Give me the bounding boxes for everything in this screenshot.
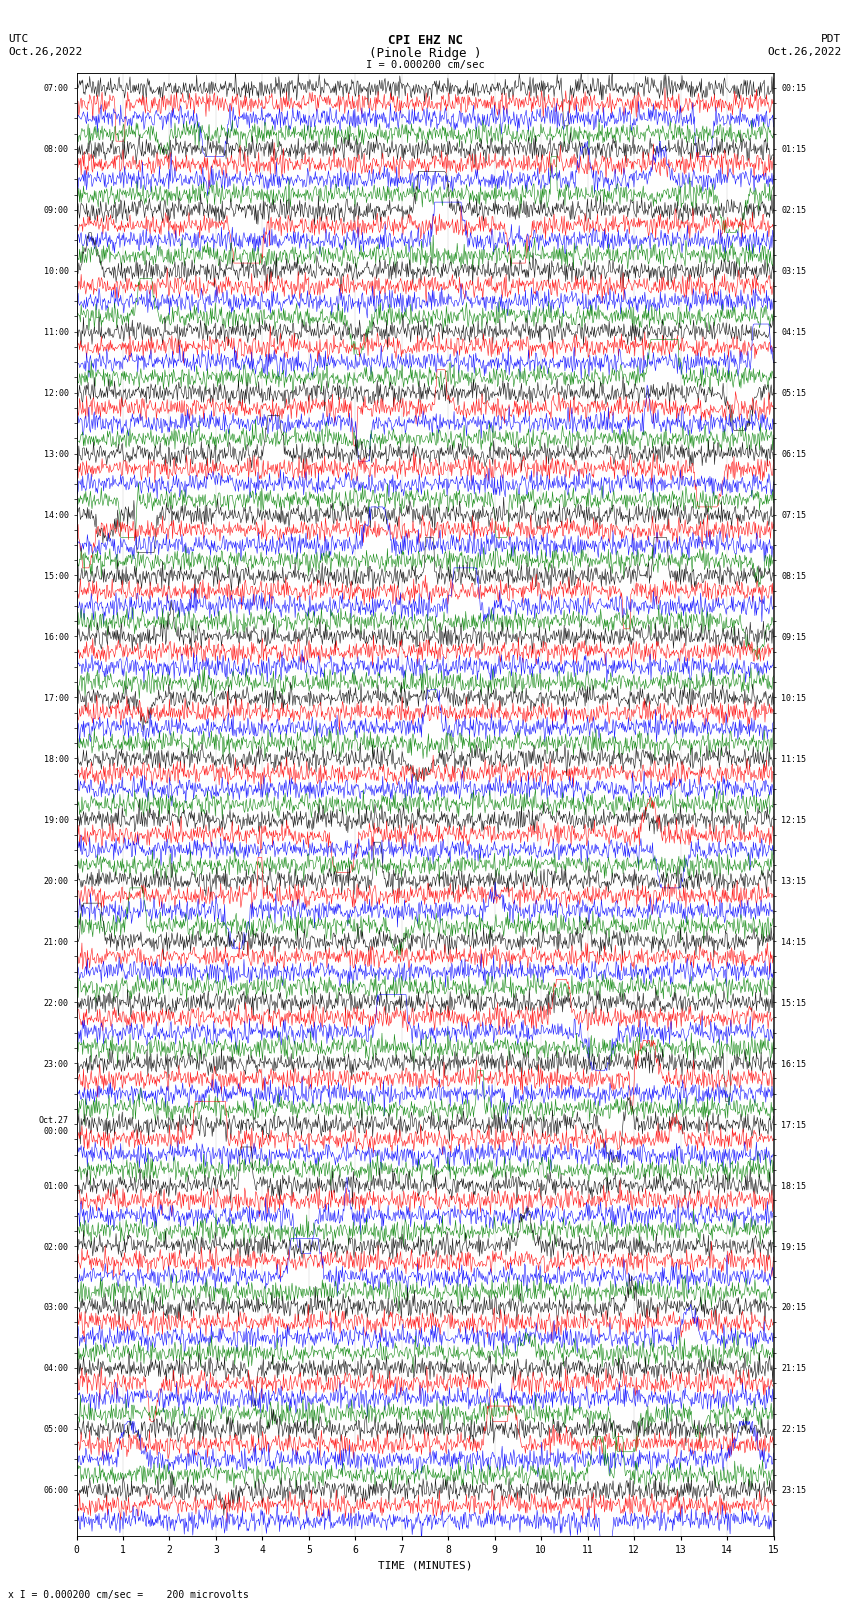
Text: Oct.26,2022: Oct.26,2022: [768, 47, 842, 56]
Text: I = 0.000200 cm/sec: I = 0.000200 cm/sec: [366, 60, 484, 69]
Text: (Pinole Ridge ): (Pinole Ridge ): [369, 47, 481, 60]
Text: Oct.26,2022: Oct.26,2022: [8, 47, 82, 56]
Text: PDT: PDT: [821, 34, 842, 44]
X-axis label: TIME (MINUTES): TIME (MINUTES): [377, 1560, 473, 1569]
Text: CPI EHZ NC: CPI EHZ NC: [388, 34, 462, 47]
Text: x I = 0.000200 cm/sec =    200 microvolts: x I = 0.000200 cm/sec = 200 microvolts: [8, 1590, 249, 1600]
Text: UTC: UTC: [8, 34, 29, 44]
